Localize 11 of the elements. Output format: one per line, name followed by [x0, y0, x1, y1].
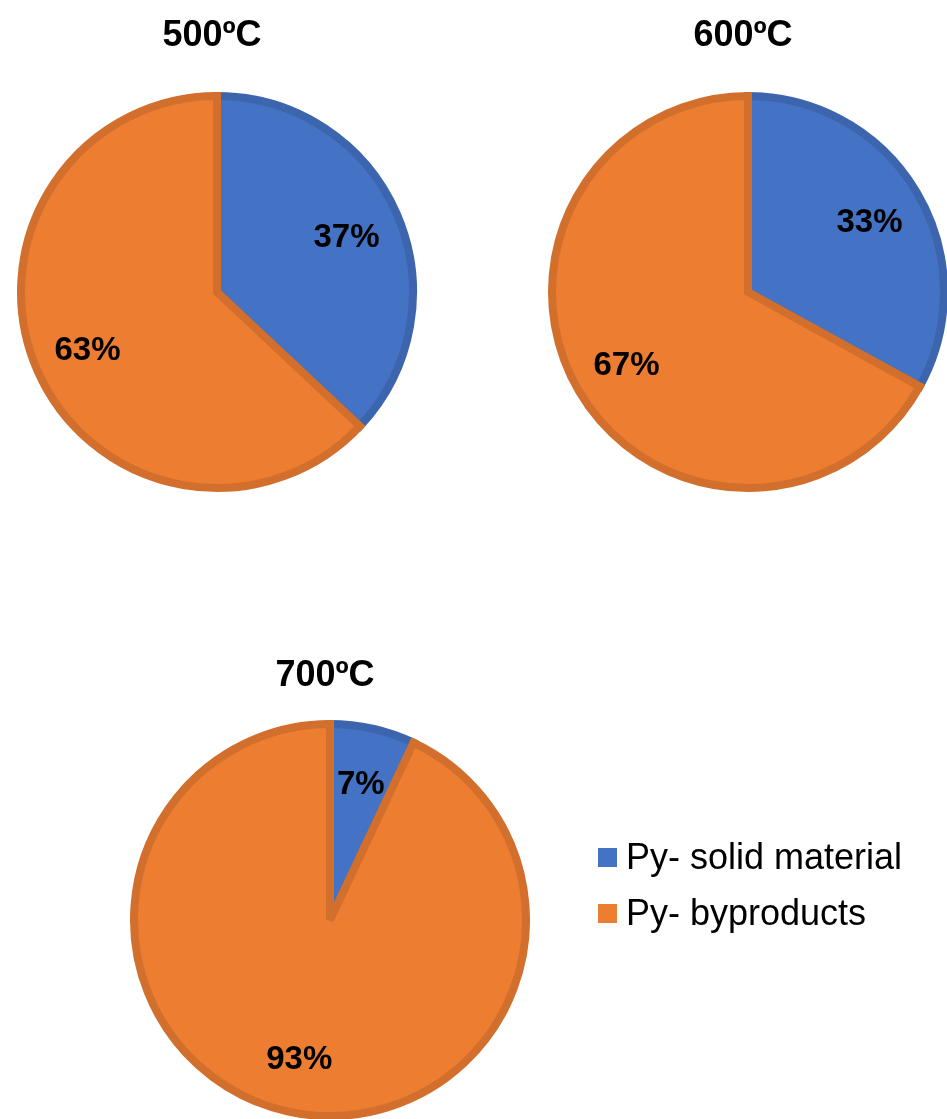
legend-label: Py- solid material: [626, 836, 903, 878]
chart-title: 600ºC: [692, 12, 794, 55]
chart-title: 500ºC: [161, 12, 263, 55]
data-label: 67%: [593, 345, 660, 383]
chart-title: 700ºC: [274, 652, 376, 695]
data-label: 7%: [336, 763, 385, 801]
data-label: 37%: [313, 217, 380, 255]
data-label: 33%: [836, 201, 903, 239]
data-label: 93%: [266, 1039, 333, 1077]
legend-label: Py- byproducts: [626, 892, 867, 934]
data-label: 63%: [54, 329, 121, 367]
